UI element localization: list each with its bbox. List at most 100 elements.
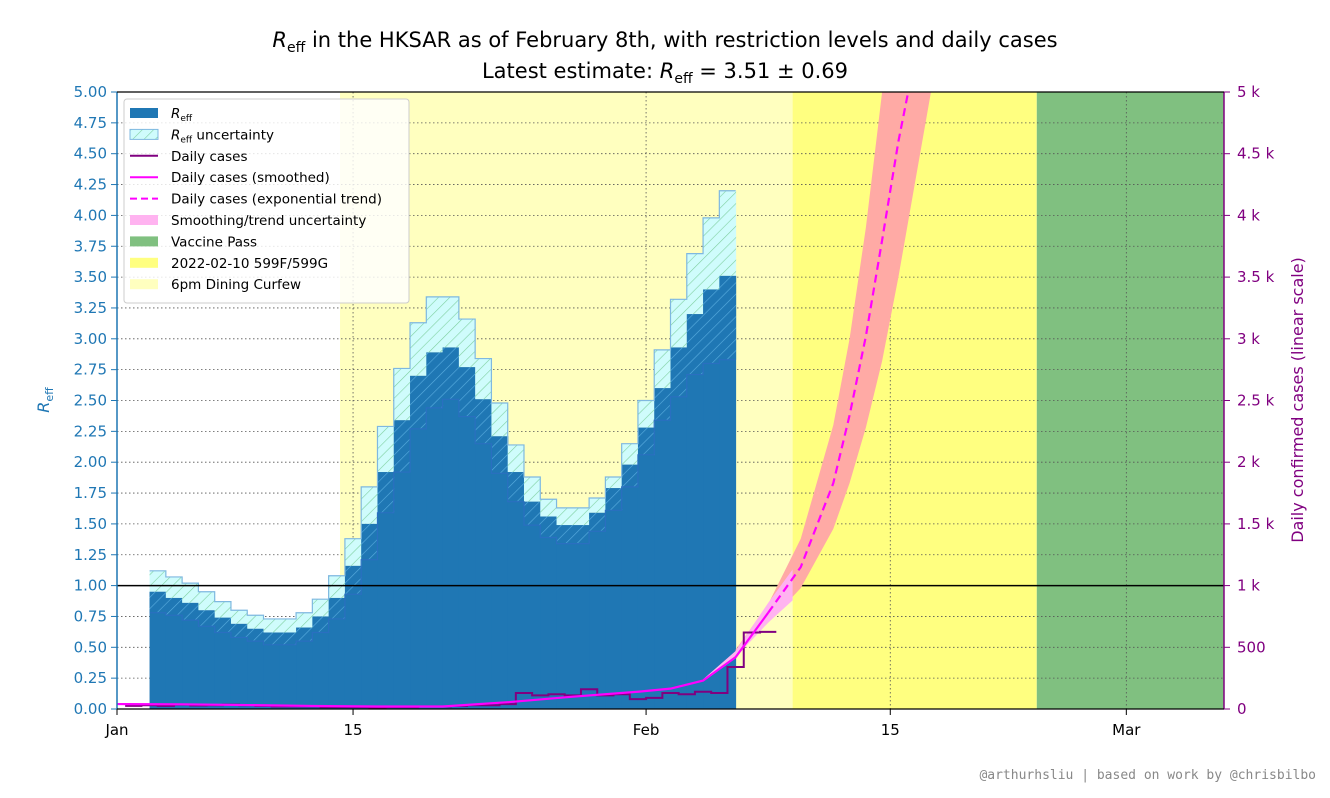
reff-bar [198,610,216,709]
legend-symbol: R [171,127,180,143]
reff-uncertainty-lower [670,347,688,397]
legend-label: Vaccine Pass [171,234,257,250]
reff-bar [523,501,541,709]
legend-swatch [130,215,158,225]
reff-bar [491,436,509,709]
reff-uncertainty-upper [621,443,639,465]
legend-label: Daily cases (exponential trend) [171,192,382,208]
y-left-tick-label: 4.75 [74,114,107,132]
y-right-tick-label: 4 k [1237,206,1260,224]
reff-bar [540,516,558,709]
reff-bar [458,367,476,709]
reff-uncertainty-lower [279,632,297,645]
reff-uncertainty-upper [198,591,216,611]
x-tick-label: Mar [1112,721,1141,739]
y-left-tick-label: 2.75 [74,361,107,379]
legend-label: Smoothing/trend uncertainty [171,213,366,229]
reff-bar [605,488,623,709]
reff-uncertainty-lower [475,399,492,444]
reff-bar [361,523,378,709]
reff-uncertainty-lower [523,501,541,526]
legend-swatch [130,257,158,268]
y-right-tick-label: 500 [1237,638,1266,656]
legend-swatch [130,279,158,290]
x-tick-label: 15 [344,721,363,739]
reff-bar [556,525,574,709]
reff-uncertainty-lower [540,516,558,538]
reff-uncertainty-lower [230,623,248,638]
y-right-axis-label: Daily confirmed cases (linear scale) [1288,257,1307,543]
reff-uncertainty-lower [442,347,460,400]
y-left-tick-label: 0.75 [74,607,107,625]
smoothed-cases-line [117,612,770,708]
reff-uncertainty-upper [540,499,558,517]
reff-bar [572,525,590,709]
reff-bar [214,617,232,709]
y-right-tick-label: 1.5 k [1237,515,1275,533]
reff-uncertainty-upper [523,477,541,502]
reff-uncertainty-upper [572,507,590,526]
reff-bar [621,464,639,709]
reff-uncertainty-lower [654,388,671,421]
reff-bar [377,472,395,709]
reff-uncertainty-upper [328,575,346,598]
trend-cases-line [767,92,910,614]
reff-uncertainty-lower [458,367,476,417]
reff-uncertainty-lower [572,525,590,544]
y-left-tick-label: 0.25 [74,669,107,687]
reff-uncertainty-upper [296,612,313,628]
reff-uncertainty-upper [458,319,476,368]
reff-uncertainty-lower [686,314,704,375]
reff-uncertainty-lower [312,616,330,633]
reff-uncertainty-lower [214,617,232,633]
y-right-tick-label: 0 [1237,700,1247,718]
y-right-tick-label: 2 k [1237,453,1260,471]
reff-uncertainty-lower [719,275,737,360]
y-left-tick-label: 3.25 [74,299,107,317]
reff-bar [637,427,655,709]
reff-uncertainty-upper [393,368,411,421]
reff-uncertainty-lower [410,375,427,429]
credit-text: @arthurhsliu | based on work by @chrisbi… [979,768,1316,783]
y-left-tick-label: 3.75 [74,237,107,255]
legend-swatch [129,128,159,140]
reff-uncertainty-upper [491,402,509,437]
reff-uncertainty-lower [263,632,281,645]
reff-uncertainty-upper [312,599,330,617]
reff-uncertainty-lower [703,289,720,364]
x-tick-label: Feb [633,721,660,739]
reff-uncertainty-upper [247,615,265,629]
reff-uncertainty-lower [296,627,313,642]
reff-bar [312,616,330,709]
reff-uncertainty-upper [703,217,720,290]
reff-uncertainty-upper [719,190,737,276]
reff-uncertainty-upper [637,400,655,428]
reff-uncertainty-lower [426,352,444,408]
y-left-label-sub: eff [43,387,56,402]
legend-label: Daily cases [171,149,248,165]
y-left-tick-label: 4.00 [74,206,107,224]
y-left-tick-label: 1.50 [74,515,107,533]
reff-bar [410,375,427,709]
reff-uncertainty-lower [377,472,395,513]
reff-bar [589,512,606,709]
reff-uncertainty-upper [165,576,183,598]
legend-box [123,98,410,304]
reff-uncertainty-upper [556,507,574,526]
reff-uncertainty-upper [605,477,623,489]
reff-uncertainty-upper [149,570,167,592]
reff-uncertainty-upper [182,583,199,603]
y-left-tick-label: 2.50 [74,392,107,410]
legend-text: uncertainty [192,127,274,143]
reff-uncertainty-upper [442,296,460,348]
reff-bar [426,352,444,709]
legend-label: Daily cases (smoothed) [171,170,330,186]
y-right-tick-label: 2.5 k [1237,392,1275,410]
y-left-tick-label: 4.25 [74,176,107,194]
reff-uncertainty-upper [426,296,444,353]
chart-title: Reff in the HKSAR as of February 8th, wi… [272,28,1058,57]
y-left-tick-label: 4.50 [74,145,107,163]
legend-symbol: R [171,106,180,122]
